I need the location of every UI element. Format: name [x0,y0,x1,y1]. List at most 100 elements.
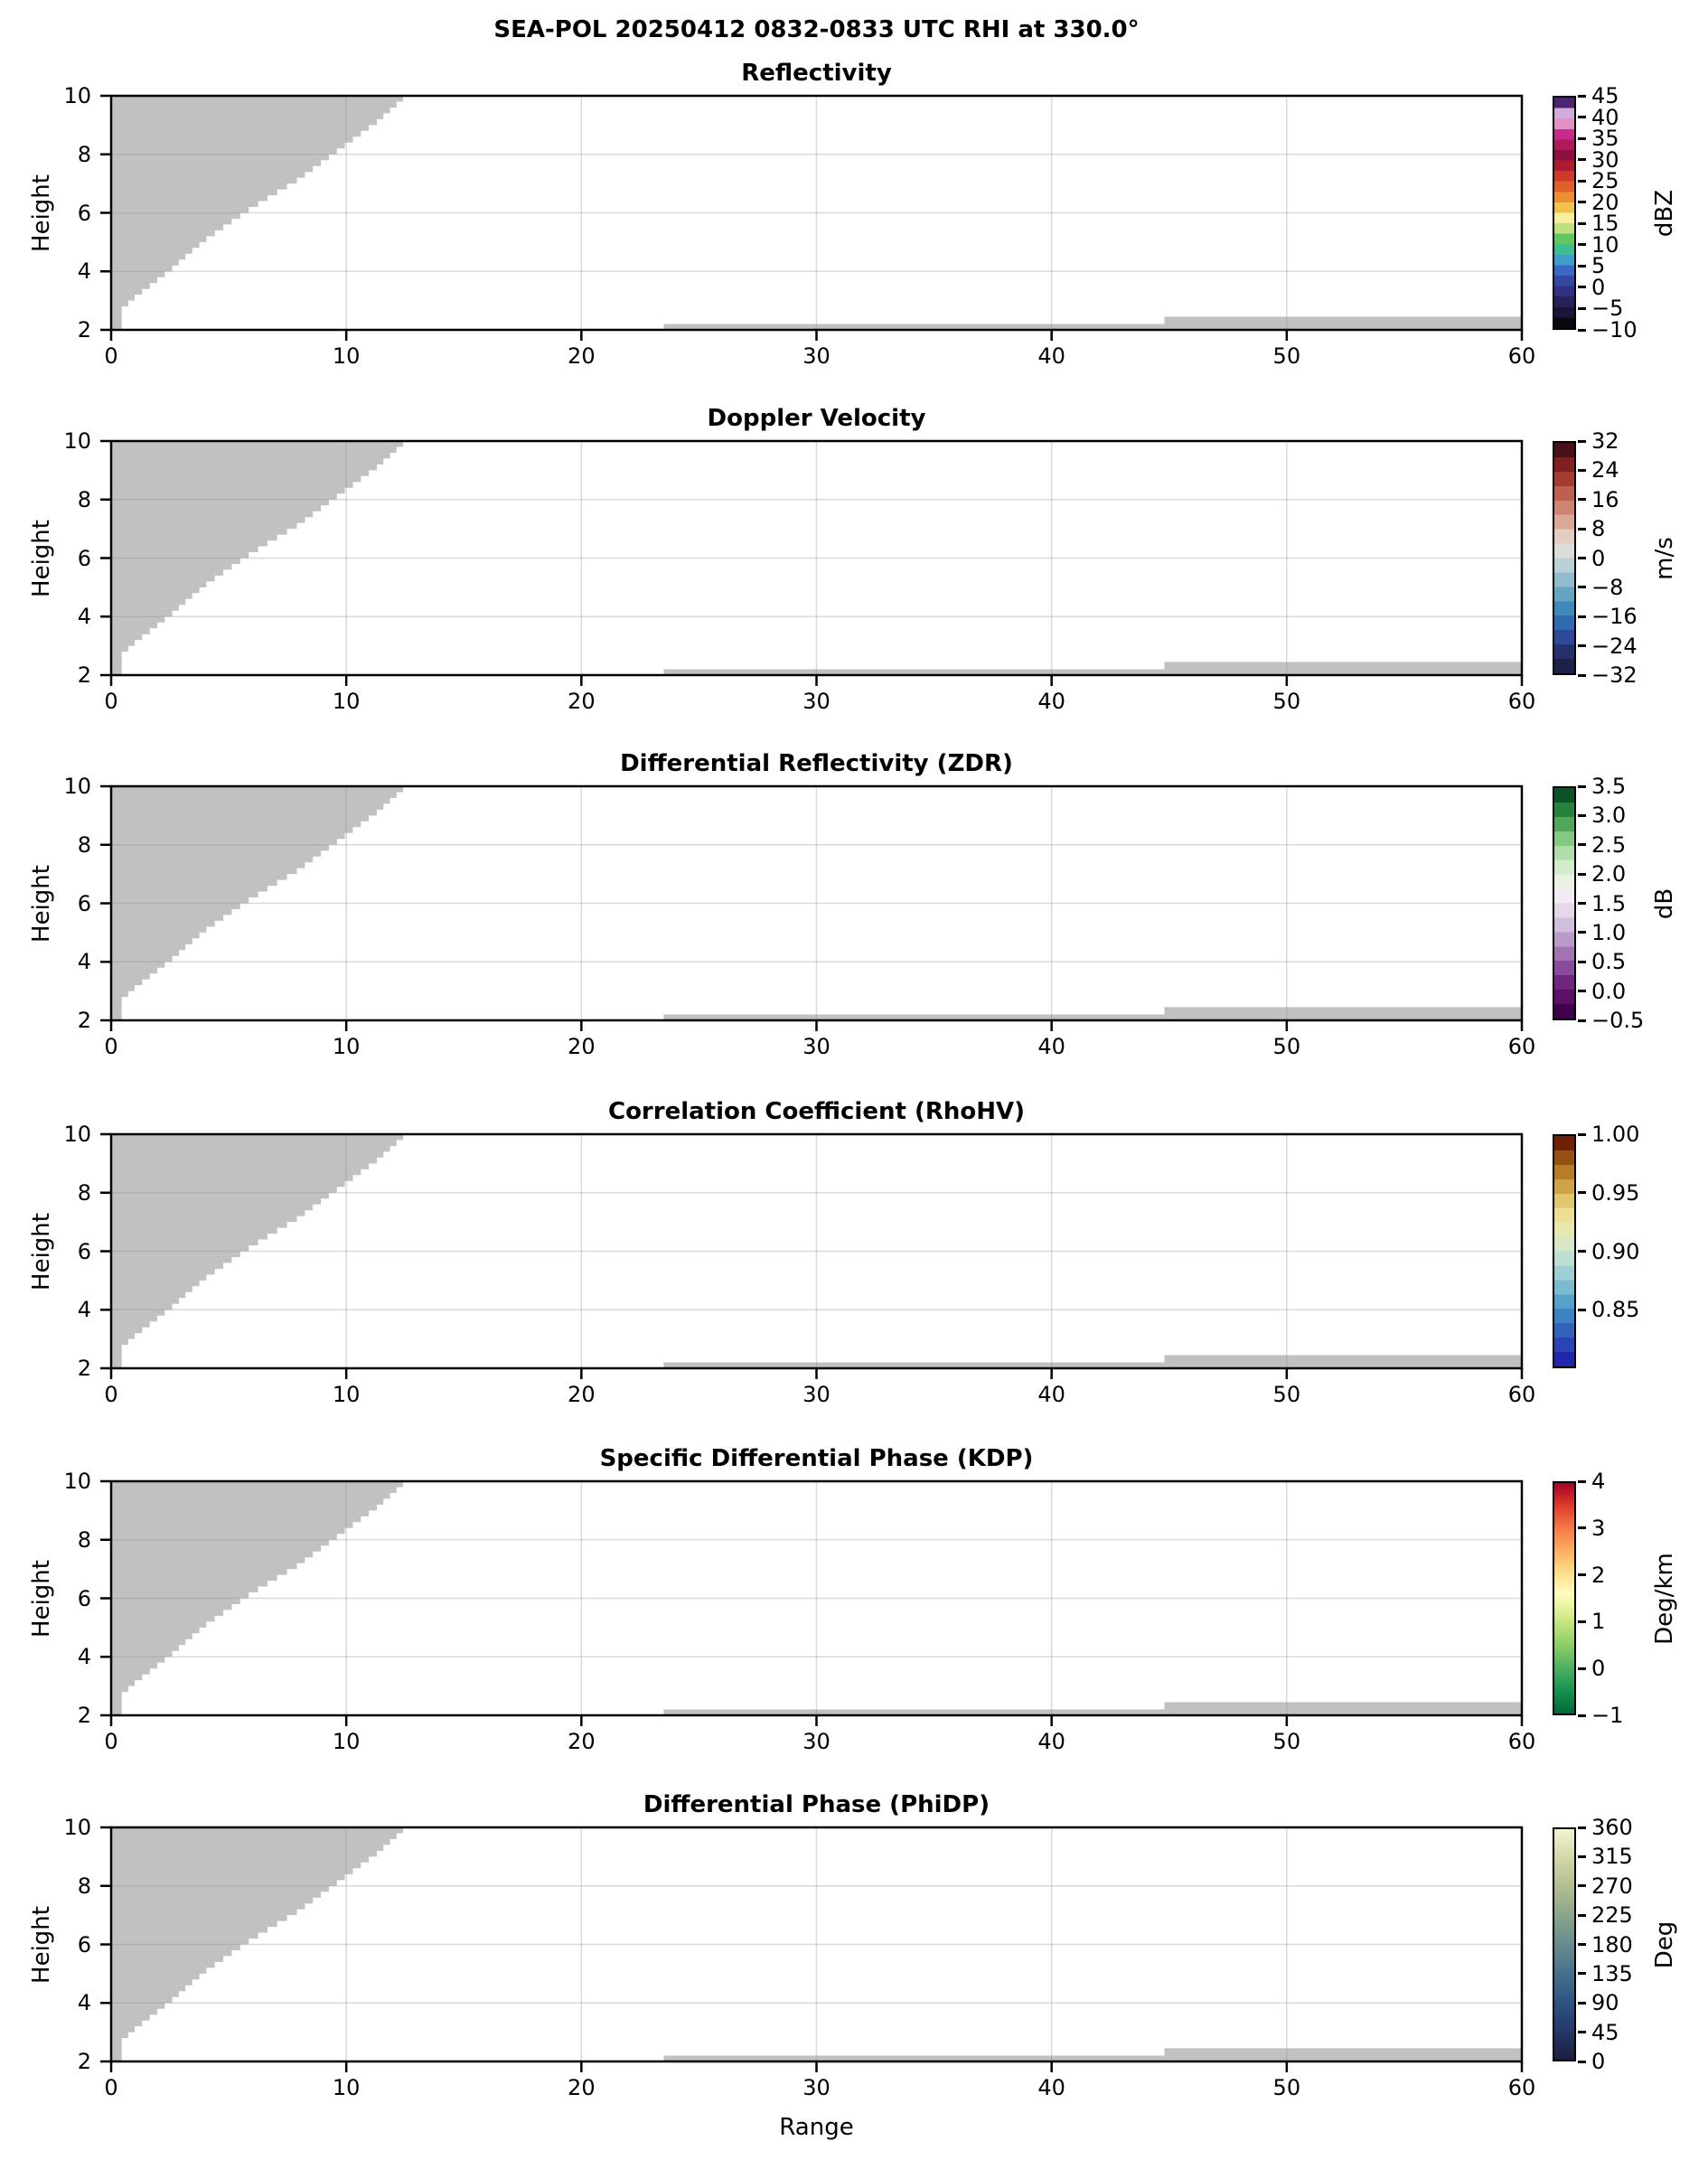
colorbar-tick [1578,179,1586,183]
y-tick-label: 10 [63,83,91,108]
y-tick-label: 4 [77,1990,91,2016]
x-tick-label: 40 [1037,689,1065,714]
colorbar-tick [1578,843,1586,847]
colorbar-tick [1578,306,1586,310]
panel-title: Correlation Coefficient (RhoHV) [607,1098,1025,1125]
y-tick-label: 10 [63,428,91,454]
colorbar-tick-label: −5 [1591,296,1624,322]
colorbar-tick-label: 3 [1591,1515,1606,1541]
colorbar-tick-label: 0 [1591,545,1606,571]
colorbar-tick [1578,931,1586,934]
colorbar-tick-label: 270 [1591,1873,1633,1899]
y-tick-label: 2 [77,1008,91,1033]
colorbar-tick [1578,1019,1586,1022]
x-tick-label: 0 [104,343,118,369]
x-tick-label: 50 [1272,2075,1301,2100]
plot-area [100,1132,1524,1379]
colorbar-unit-label: Deg [1651,1920,1678,1968]
colorbar-tick [1578,673,1586,677]
x-tick-label: 40 [1037,1034,1065,1059]
x-tick-label: 60 [1507,2075,1536,2100]
colorbar-unit-label: dB [1651,887,1678,919]
x-tick-label: 50 [1272,343,1301,369]
mask-wedge [111,1481,410,1715]
panel-title: Doppler Velocity [707,405,926,432]
x-tick-label: 60 [1507,1034,1536,1059]
colorbar-tick-label: −24 [1591,633,1638,659]
colorbar-tick-label: 2.5 [1591,831,1627,858]
colorbar-tick-label: 2.0 [1591,861,1627,887]
x-tick-label: 10 [332,2075,361,2100]
colorbar-unit-label: dBZ [1651,189,1678,237]
colorbar-tick [1578,1526,1586,1530]
x-tick-label: 0 [104,2075,118,2100]
x-tick-label: 20 [568,343,596,369]
mask-wedge [111,786,410,1020]
y-tick-label: 8 [77,486,91,512]
y-tick-label: 10 [63,774,91,799]
plot-area [100,1479,1524,1726]
mask-strip [663,1014,1165,1020]
colorbar-tick-label: 40 [1591,104,1619,130]
x-tick-label: 0 [104,1382,118,1407]
colorbar-tick-label: −10 [1591,317,1638,343]
colorbar-tick-label: 0.90 [1591,1238,1640,1264]
y-axis-label: Height [28,1212,55,1291]
colorbar-tick [1578,201,1586,204]
colorbar-tick [1578,1620,1586,1623]
y-axis-label: Height [28,1905,55,1984]
x-tick-label: 60 [1507,1382,1536,1407]
x-tick-label: 20 [568,1034,596,1059]
colorbar-tick [1578,94,1586,98]
colorbar-tick [1578,960,1586,963]
x-tick-label: 50 [1272,1382,1301,1407]
colorbar-tick [1578,2001,1586,2005]
x-tick-label: 20 [568,1382,596,1407]
y-tick-label: 6 [77,200,91,226]
colorbar-tick-label: 1 [1591,1609,1606,1635]
colorbar-tick [1578,2031,1586,2034]
colorbar-tick [1578,527,1586,531]
colorbar-tick [1578,243,1586,247]
colorbar-tick-label: 5 [1591,253,1606,279]
y-tick-label: 4 [77,949,91,975]
x-tick-label: 50 [1272,1729,1301,1754]
colorbar-tick [1578,1913,1586,1917]
y-axis-label: Height [28,1559,55,1638]
colorbar-unit-label: Deg/km [1651,1552,1678,1645]
colorbar-tick-label: 180 [1591,1931,1633,1958]
colorbar-tick [1578,1132,1586,1136]
colorbar [1553,441,1576,675]
colorbar-tick-label: 32 [1591,428,1619,454]
colorbar-tick-label: −16 [1591,604,1638,630]
y-tick-label: 2 [77,1703,91,1728]
colorbar [1553,786,1576,1020]
mask-strip [663,324,1165,330]
mask-wedge [111,441,410,675]
x-tick-label: 30 [802,689,831,714]
colorbar-tick-label: 25 [1591,168,1619,194]
colorbar-tick-label: 2 [1591,1562,1606,1588]
mask-wedge [111,96,410,330]
colorbar-tick-label: 45 [1591,2019,1619,2045]
y-tick-label: 2 [77,1356,91,1381]
y-tick-label: 10 [63,1469,91,1494]
y-axis-label: Height [28,174,55,252]
colorbar-tick [1578,1826,1586,1829]
x-tick-label: 0 [104,1729,118,1754]
colorbar-tick-label: 1.0 [1591,919,1627,945]
plot-area [100,784,1524,1031]
colorbar-tick [1578,1667,1586,1670]
mask-strip [1164,662,1522,675]
y-tick-label: 6 [77,1931,91,1958]
x-tick-label: 30 [802,1034,831,1059]
colorbar-tick [1578,158,1586,162]
x-tick-label: 40 [1037,1729,1065,1754]
x-tick-label: 60 [1507,343,1536,369]
x-tick-label: 10 [332,343,361,369]
mask-wedge [111,1827,410,2061]
x-tick-label: 60 [1507,1729,1536,1754]
colorbar-tick-label: 0.5 [1591,949,1627,975]
x-tick-label: 20 [568,1729,596,1754]
